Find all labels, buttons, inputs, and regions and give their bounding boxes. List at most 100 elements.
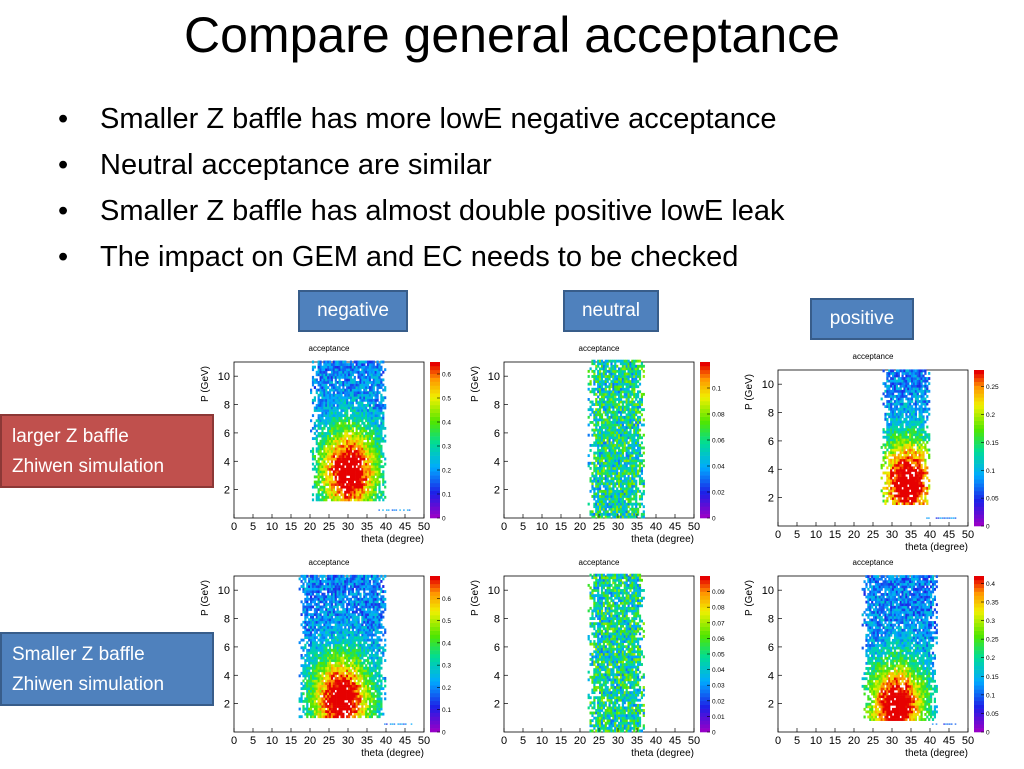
heatmap-cell: [628, 447, 630, 450]
heatmap-cell: [344, 435, 346, 438]
heatmap-cell: [318, 498, 320, 501]
heatmap-cell: [624, 444, 626, 447]
heatmap-cell: [337, 498, 339, 501]
heatmap-cell: [637, 360, 639, 363]
heatmap-cell: [628, 383, 630, 386]
heatmap-cell: [367, 458, 369, 461]
y-tick-label: 6: [494, 428, 500, 440]
color-bar: [974, 370, 984, 526]
heatmap-cell: [628, 370, 630, 373]
heatmap-cell: [635, 383, 637, 386]
heatmap-cell: [331, 419, 333, 422]
heatmap-cell: [382, 470, 384, 473]
heatmap-cell: [593, 411, 595, 414]
heatmap-cell: [915, 479, 917, 482]
heatmap-cell: [323, 399, 325, 402]
heatmap-cell: [919, 479, 921, 482]
heatmap-cell: [639, 434, 641, 437]
heatmap-cell: [340, 404, 342, 407]
heatmap-cell: [888, 405, 890, 408]
heatmap-cell: [886, 400, 888, 403]
heatmap-cell: [301, 657, 303, 660]
heatmap-cell: [612, 467, 614, 470]
heatmap-cell: [917, 398, 919, 401]
heatmap-cell: [601, 505, 603, 508]
heatmap-cell: [911, 423, 913, 426]
heatmap-cell: [635, 395, 637, 398]
heatmap-cell: [373, 498, 375, 501]
heatmap-cell: [312, 583, 314, 586]
heatmap-cell: [337, 366, 339, 369]
heatmap-cell: [312, 664, 314, 667]
heatmap-cell: [365, 414, 367, 417]
heatmap-cell: [607, 464, 609, 467]
heatmap-cell: [622, 441, 624, 444]
heatmap-cell: [919, 385, 921, 388]
heatmap-cell: [382, 417, 384, 420]
color-bar-segment: [974, 417, 984, 421]
heatmap-cell: [637, 464, 639, 467]
heatmap-cell: [327, 491, 329, 494]
heatmap-cell: [301, 575, 303, 578]
heatmap-cell: [363, 366, 365, 369]
heatmap-cell: [610, 500, 612, 503]
heatmap-cell: [633, 362, 635, 365]
heatmap-cell: [618, 492, 620, 495]
heatmap-cell: [614, 505, 616, 508]
heatmap-cell: [367, 378, 369, 381]
heatmap-cell: [342, 376, 344, 379]
heatmap-cell: [316, 391, 318, 394]
heatmap-cell: [921, 385, 923, 388]
heatmap-cell: [639, 447, 641, 450]
heatmap-cell: [312, 366, 314, 369]
heatmap-cell: [361, 417, 363, 420]
heatmap-cell: [605, 367, 607, 370]
heatmap-cell: [884, 472, 886, 475]
heatmap-cell: [352, 427, 354, 430]
heatmap-cell: [898, 472, 900, 475]
heatmap-cell: [601, 385, 603, 388]
row-label-line: Smaller Z baffle: [12, 640, 202, 670]
heatmap-cell: [639, 467, 641, 470]
heatmap-cell: [624, 490, 626, 493]
heatmap-cell: [342, 496, 344, 499]
heatmap-cell: [607, 421, 609, 424]
heatmap-cell: [898, 418, 900, 421]
heatmap-cell: [911, 500, 913, 503]
heatmap-cell: [896, 446, 898, 449]
heatmap-cell: [601, 362, 603, 365]
heatmap-cell: [331, 442, 333, 445]
heatmap-cell: [609, 480, 611, 483]
heatmap-cell: [323, 427, 325, 430]
heatmap-cell: [365, 432, 367, 435]
heatmap-cell: [327, 458, 329, 461]
heatmap-cell: [327, 399, 329, 402]
heatmap-cell: [363, 470, 365, 473]
heatmap-cell: [367, 386, 369, 389]
heatmap-cell: [380, 417, 382, 420]
heatmap-cell: [331, 363, 333, 366]
heatmap-cell: [369, 424, 371, 427]
heatmap-cell: [890, 461, 892, 464]
heatmap-cell: [312, 618, 314, 621]
heatmap-cell: [917, 433, 919, 436]
heatmap-cell: [314, 677, 316, 680]
heatmap-cell: [639, 418, 641, 421]
heatmap-cell: [308, 628, 310, 631]
heatmap-cell: [605, 378, 607, 381]
heatmap-cell: [626, 439, 628, 442]
heatmap-cell: [894, 446, 896, 449]
heatmap-cell: [601, 383, 603, 386]
bullet-glyph: •: [58, 188, 100, 234]
heatmap-cell: [919, 502, 921, 505]
heatmap-cell: [348, 417, 350, 420]
heatmap-cell: [323, 368, 325, 371]
heatmap-cell: [337, 488, 339, 491]
heatmap-cell: [380, 412, 382, 415]
heatmap-cell: [907, 451, 909, 454]
color-bar-segment: [430, 487, 440, 491]
heatmap-cell: [369, 427, 371, 430]
heatmap-cell: [321, 366, 323, 369]
color-bar-segment: [974, 464, 984, 468]
heatmap-cell: [342, 404, 344, 407]
